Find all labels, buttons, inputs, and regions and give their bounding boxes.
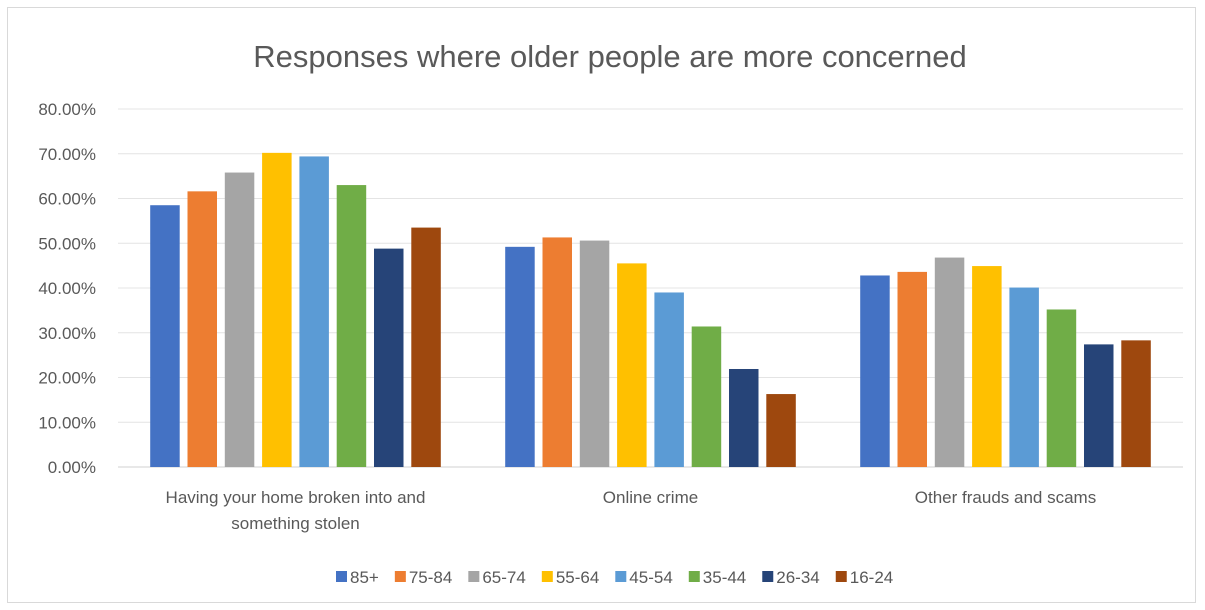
bar (860, 275, 890, 467)
legend: 85+ 75-84 65-74 55-64 45-54 35-44 26-34 16-24 (336, 568, 893, 587)
bar (505, 246, 535, 467)
x-category-label: Other frauds and scams (915, 488, 1096, 507)
y-tick-label: 40.00% (38, 279, 96, 298)
bar (1121, 340, 1151, 467)
bar (766, 394, 796, 467)
legend-label: 16-24 (850, 568, 893, 587)
legend-label: 65-74 (482, 568, 525, 587)
bar (729, 368, 759, 467)
y-tick-label: 0.00% (48, 458, 96, 477)
y-axis: 0.00% 10.00% 20.00% 30.00% 40.00% 50.00% 60.00… (38, 100, 96, 477)
legend-label: 55-64 (556, 568, 599, 587)
legend-label: 75-84 (409, 568, 452, 587)
x-axis: Having your home broken into and somethin… (166, 488, 1097, 533)
y-tick-label: 60.00% (38, 190, 96, 209)
x-category-label: something stolen (231, 514, 360, 533)
bar (299, 156, 329, 467)
legend-swatch (762, 571, 774, 582)
x-category-label: Online crime (603, 488, 698, 507)
bar (579, 240, 610, 467)
bar (224, 172, 255, 468)
legend-swatch (541, 571, 553, 582)
bar (654, 292, 684, 467)
y-tick-label: 30.00% (38, 324, 96, 343)
bar (150, 205, 180, 467)
y-tick-label: 70.00% (38, 145, 96, 164)
legend-label: 35-44 (703, 568, 746, 587)
bar (336, 185, 367, 467)
legend-swatch (394, 571, 406, 582)
legend-swatch (615, 571, 627, 582)
bar (934, 257, 965, 467)
bar (187, 191, 217, 467)
bar (691, 326, 722, 467)
y-tick-label: 50.00% (38, 234, 96, 253)
chart-title: Responses where older people are more co… (253, 39, 966, 74)
legend-swatch (468, 571, 480, 582)
bar (262, 152, 292, 468)
bar (897, 271, 927, 467)
legend-label: 85+ (350, 568, 379, 587)
legend-swatch (336, 571, 347, 582)
x-category-label: Having your home broken into and (166, 488, 426, 507)
bar (972, 266, 1002, 467)
bars (150, 152, 1151, 468)
y-tick-label: 20.00% (38, 369, 96, 388)
bar (411, 227, 441, 467)
legend-label: 26-34 (776, 568, 819, 587)
bar (374, 248, 404, 467)
legend-swatch (835, 571, 847, 582)
bar (617, 263, 647, 467)
bar (1009, 287, 1039, 467)
y-tick-label: 10.00% (38, 413, 96, 432)
y-tick-label: 80.00% (38, 100, 96, 119)
bar (1084, 344, 1114, 467)
gridlines (118, 108, 1183, 468)
bar (1046, 309, 1077, 467)
bar (542, 237, 572, 467)
legend-label: 45-54 (629, 568, 672, 587)
legend-swatch (688, 571, 700, 582)
